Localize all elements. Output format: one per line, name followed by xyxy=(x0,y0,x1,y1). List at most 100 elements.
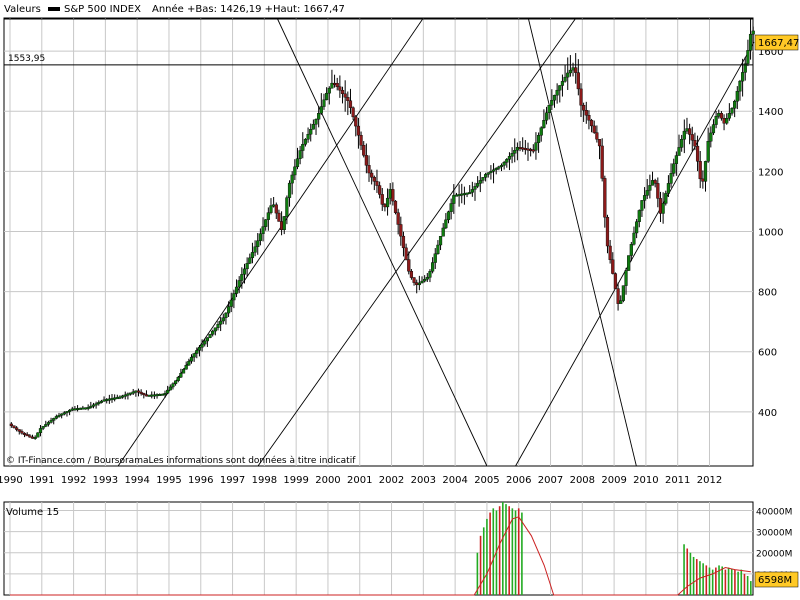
y-tick-label: 400 xyxy=(758,408,777,419)
volume-bar xyxy=(737,571,739,595)
candle-body xyxy=(491,169,496,172)
candle-body xyxy=(619,300,623,304)
candle-body xyxy=(714,116,718,125)
candle-body xyxy=(735,90,739,102)
year-stats: Année +Bas: 1426,19 +Haut: 1667,47 xyxy=(152,3,345,15)
candle-body xyxy=(245,263,249,270)
x-tick-label: 2009 xyxy=(601,475,626,486)
trend-line xyxy=(515,41,755,467)
volume-bar xyxy=(505,504,507,595)
candle-body xyxy=(184,364,188,370)
candle-body xyxy=(423,279,427,282)
candle-body xyxy=(266,212,270,220)
candle-body xyxy=(650,180,655,186)
volume-bar xyxy=(511,508,514,595)
volume-bar xyxy=(718,565,720,595)
candle-body xyxy=(396,212,400,225)
candle-body xyxy=(563,76,567,82)
candle-body xyxy=(703,161,708,182)
candle-body xyxy=(595,132,599,140)
candle-body xyxy=(695,145,700,162)
candle-body xyxy=(571,67,575,71)
candle-body xyxy=(539,127,543,136)
x-tick-label: 2002 xyxy=(379,475,404,486)
candle-body xyxy=(211,330,215,335)
series-label: Valeurs xyxy=(4,4,41,15)
candle-body xyxy=(555,89,559,96)
credit-text: © IT-Finance.com / BoursoramaLes informa… xyxy=(6,455,356,466)
candle-body xyxy=(22,432,27,435)
candle-body xyxy=(587,115,591,121)
volume-bar xyxy=(508,506,510,595)
x-tick-label: 1995 xyxy=(156,475,181,486)
last-volume-badge xyxy=(754,571,799,588)
volume-bar xyxy=(686,548,689,595)
reference-line-label: 1553,95 xyxy=(8,54,45,64)
candle-body xyxy=(197,347,202,351)
candle-body xyxy=(597,139,602,147)
candle-body xyxy=(121,395,125,398)
candle-body xyxy=(727,113,731,119)
candle-body xyxy=(635,221,639,234)
volume-bar xyxy=(498,506,501,595)
candle-body xyxy=(494,168,498,171)
volume-y-tick-label: 40000M xyxy=(756,507,792,517)
candle-body xyxy=(150,394,154,397)
candle-body xyxy=(105,399,109,402)
candle-body xyxy=(46,422,51,425)
candle-body xyxy=(407,259,411,272)
x-tick-label: 1993 xyxy=(93,475,118,486)
candle-body xyxy=(94,403,98,406)
volume-bar xyxy=(702,563,704,595)
volume-bar xyxy=(740,569,743,595)
candle-body xyxy=(417,282,421,286)
candle-body xyxy=(303,139,308,145)
candle-body xyxy=(348,100,353,108)
candle-body xyxy=(637,210,641,222)
candle-body xyxy=(293,166,297,176)
candle-body xyxy=(510,153,514,157)
volume-bar xyxy=(750,581,752,595)
candle-body xyxy=(203,340,207,345)
candle-body xyxy=(629,244,633,256)
volume-bar xyxy=(502,502,504,595)
volume-bar xyxy=(492,508,495,595)
candle-body xyxy=(632,232,636,245)
candle-body xyxy=(621,285,625,301)
candle-body xyxy=(213,327,217,332)
candle-body xyxy=(152,394,157,397)
candle-body xyxy=(158,394,162,396)
volume-bar xyxy=(479,535,482,595)
trend-line xyxy=(276,17,488,467)
candle-body xyxy=(393,200,398,213)
candle-body xyxy=(751,30,755,35)
candle-body xyxy=(221,317,225,322)
volume-grid xyxy=(4,502,753,595)
candle-body xyxy=(52,418,56,421)
candle-body xyxy=(483,174,488,178)
candle-body xyxy=(706,141,710,162)
candle-body xyxy=(645,190,649,196)
volume-bar xyxy=(724,569,727,595)
legend-swatch-icon xyxy=(48,7,60,11)
candle-body xyxy=(431,262,435,272)
volume-bar xyxy=(514,510,517,595)
candle-body xyxy=(192,353,196,358)
candle-body xyxy=(115,397,119,400)
candle-body xyxy=(15,427,19,430)
candle-body xyxy=(277,212,281,222)
x-tick-label: 2012 xyxy=(697,475,722,486)
candle-body xyxy=(690,134,694,141)
candle-body xyxy=(102,399,106,402)
candle-body xyxy=(187,360,191,366)
candle-body xyxy=(672,163,676,174)
candle-body xyxy=(518,147,522,149)
candle-body xyxy=(526,148,530,151)
candle-body xyxy=(91,404,96,407)
last-price-badge xyxy=(754,34,799,51)
x-tick-label: 2011 xyxy=(665,475,690,486)
candle-body xyxy=(295,158,300,168)
candle-body xyxy=(144,394,149,397)
candle-body xyxy=(404,247,408,260)
candle-body xyxy=(507,156,512,160)
